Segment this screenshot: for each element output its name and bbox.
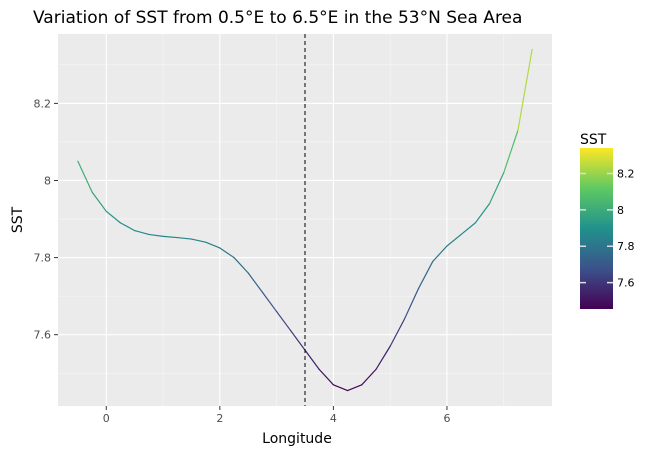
x-axis: 0 2 4 6	[103, 406, 450, 425]
series-line-segment	[290, 330, 306, 351]
series-line-segment	[105, 210, 122, 224]
legend-tick-label: 7.8	[617, 240, 635, 253]
series-line-segment	[119, 222, 136, 232]
series-line-segment	[417, 260, 434, 290]
series-line-segment	[304, 349, 320, 370]
series-line-segment	[389, 318, 405, 347]
y-tick-label: 7.6	[34, 329, 52, 342]
series-layer	[77, 48, 533, 392]
y-axis: 7.6 7.8 8 8.2	[34, 97, 58, 342]
series-line-segment	[332, 384, 349, 392]
series-line-segment	[346, 384, 363, 392]
series-line-segment	[190, 238, 207, 243]
y-axis-title: SST	[10, 206, 26, 233]
series-line-segment	[403, 287, 420, 320]
series-line-segment	[162, 235, 178, 239]
series-line-segment	[474, 203, 491, 224]
series-line-segment	[176, 236, 193, 240]
chart-title: Variation of SST from 0.5°E to 6.5°E in …	[33, 8, 522, 28]
series-line-segment	[460, 222, 476, 236]
x-tick-label: 2	[216, 412, 223, 425]
legend-colorbar	[580, 148, 613, 309]
series-line-segment	[503, 129, 519, 174]
x-tick-label: 4	[330, 412, 337, 425]
legend-ticks: 7.6 7.8 8 8.2	[580, 167, 635, 290]
series-line-segment	[488, 172, 505, 205]
series-line-segment	[233, 256, 249, 274]
series-line-segment	[375, 345, 391, 370]
series-line-segment	[219, 247, 235, 259]
legend-tick-label: 8	[617, 204, 624, 217]
series-line-segment	[432, 245, 448, 263]
color-legend: SST 7.6 7.8 8 8.2	[580, 132, 635, 309]
legend-tick-label: 8.2	[617, 167, 635, 180]
y-tick-label: 8.2	[34, 97, 52, 110]
series-line-segment	[318, 368, 334, 386]
series-line-segment	[91, 191, 107, 212]
series-line-segment	[261, 291, 278, 313]
series-line-segment	[134, 230, 150, 236]
series-line-segment	[77, 160, 93, 193]
series-line-segment	[446, 233, 462, 247]
legend-title: SST	[580, 132, 607, 148]
legend-tick-label: 7.6	[617, 277, 635, 290]
series-line-segment	[517, 48, 533, 131]
y-tick-label: 7.8	[34, 252, 52, 265]
series-line-segment	[361, 368, 377, 386]
series-line-segment	[247, 272, 264, 293]
x-tick-label: 6	[443, 412, 450, 425]
y-tick-label: 8	[44, 174, 51, 187]
major-gridlines	[58, 34, 552, 406]
series-line-segment	[205, 241, 221, 249]
series-line-segment	[148, 233, 164, 237]
x-tick-label: 0	[103, 412, 110, 425]
series-line-segment	[276, 310, 292, 332]
x-axis-title: Longitude	[262, 431, 332, 447]
